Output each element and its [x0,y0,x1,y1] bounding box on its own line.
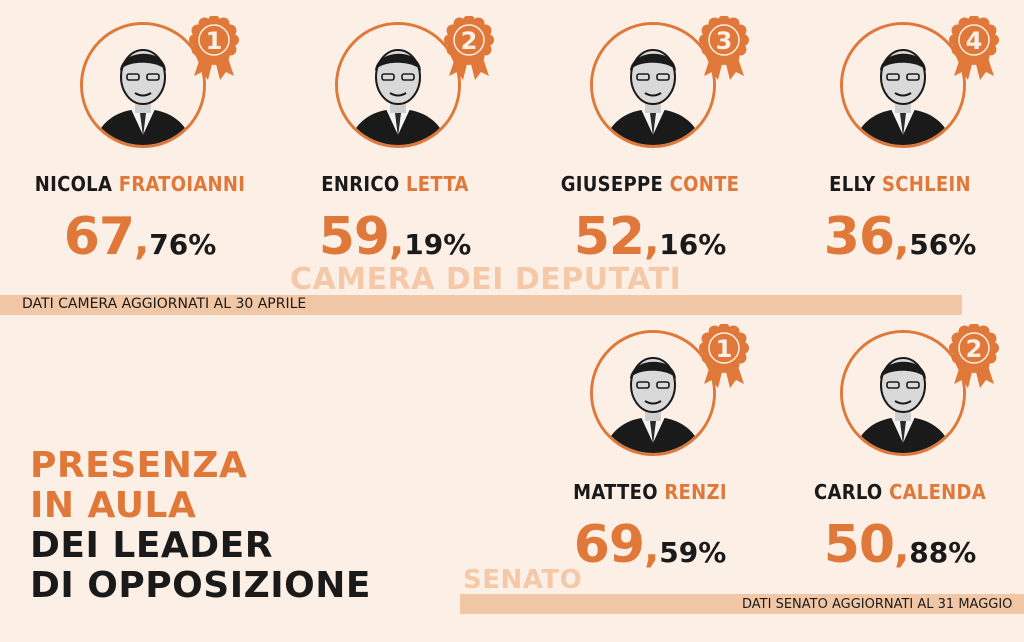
medal-rank-number: 1 [206,27,223,55]
medal-icon: 22 [441,15,497,82]
leader-name: ENRICO LETTA [321,172,469,196]
medal-rosette [444,15,494,65]
medal-rosette [189,15,239,65]
medal-icon: 11 [186,15,242,82]
medal-rank-number: 1 [716,335,733,363]
medal-rosette [949,15,999,65]
medal-rank-number: 2 [966,335,983,363]
camera-note: DATI CAMERA AGGIORNATI AL 30 APRILE [22,296,307,312]
senato-note: DATI SENATO AGGIORNATI AL 31 MAGGIO [742,597,1013,612]
headline-line-4: DI OPPOSIZIONE [30,565,371,606]
leader-name: MATTEO RENZI [573,480,727,504]
portrait-icon [590,330,716,456]
medal-rosette [699,15,749,65]
leader-name: NICOLA FRATOIANNI [34,172,246,196]
leader-percentage: 50,88% [823,515,977,575]
senato-band [460,594,1024,614]
leader-percentage: 52,16% [573,207,727,267]
headline-line-1: PRESENZA [30,445,248,486]
camera-section-title: CAMERA DEI DEPUTATI [290,262,682,297]
rosette-medal-icon: 1 [189,15,239,80]
portrait-icon [335,22,461,148]
leader-card-fratoianni: 11 NICOLA FRATOIANNI 67,76% [35,15,245,282]
rosette-medal-icon: 2 [949,323,999,388]
leader-card-letta: 22 ENRICO LETTA 59,19% [295,15,495,282]
leader-name: GIUSEPPE CONTE [560,172,740,196]
medal-icon: 11 [696,323,752,390]
portrait-icon [840,22,966,148]
leader-card-renzi: 11 MATTEO RENZI 69,59% [550,323,750,590]
leader-card-conte: 33 GIUSEPPE CONTE 52,16% [550,15,750,282]
rosette-medal-icon: 4 [949,15,999,80]
headline: PRESENZA IN AULA DEI LEADER DI OPPOSIZIO… [30,446,371,606]
leader-name: ELLY SCHLEIN [829,172,971,196]
leader-percentage: 67,76% [63,207,217,267]
rosette-medal-icon: 3 [699,15,749,80]
portrait-icon [590,22,716,148]
leader-card-schlein: 44 ELLY SCHLEIN 36,56% [800,15,1000,282]
portrait-icon [840,330,966,456]
portrait-icon [80,22,206,148]
medal-icon: 22 [946,323,1002,390]
medal-icon: 33 [696,15,752,82]
senato-section-title: SENATO [463,565,583,595]
medal-rank-number: 2 [461,27,478,55]
rosette-medal-icon: 2 [444,15,494,80]
medal-rosette [949,323,999,373]
leader-name: CARLO CALENDA [813,480,986,504]
leader-percentage: 59,19% [318,207,472,267]
headline-line-3: DEI LEADER [30,525,273,566]
medal-icon: 44 [946,15,1002,82]
camera-band [0,295,962,315]
medal-rosette [699,323,749,373]
leader-percentage: 36,56% [823,207,977,267]
medal-rank-number: 3 [716,27,733,55]
headline-line-2: IN AULA [30,485,197,526]
rosette-medal-icon: 1 [699,323,749,388]
leader-percentage: 69,59% [573,515,727,575]
leader-card-calenda: 22 CARLO CALENDA 50,88% [800,323,1000,590]
medal-rank-number: 4 [966,27,983,55]
